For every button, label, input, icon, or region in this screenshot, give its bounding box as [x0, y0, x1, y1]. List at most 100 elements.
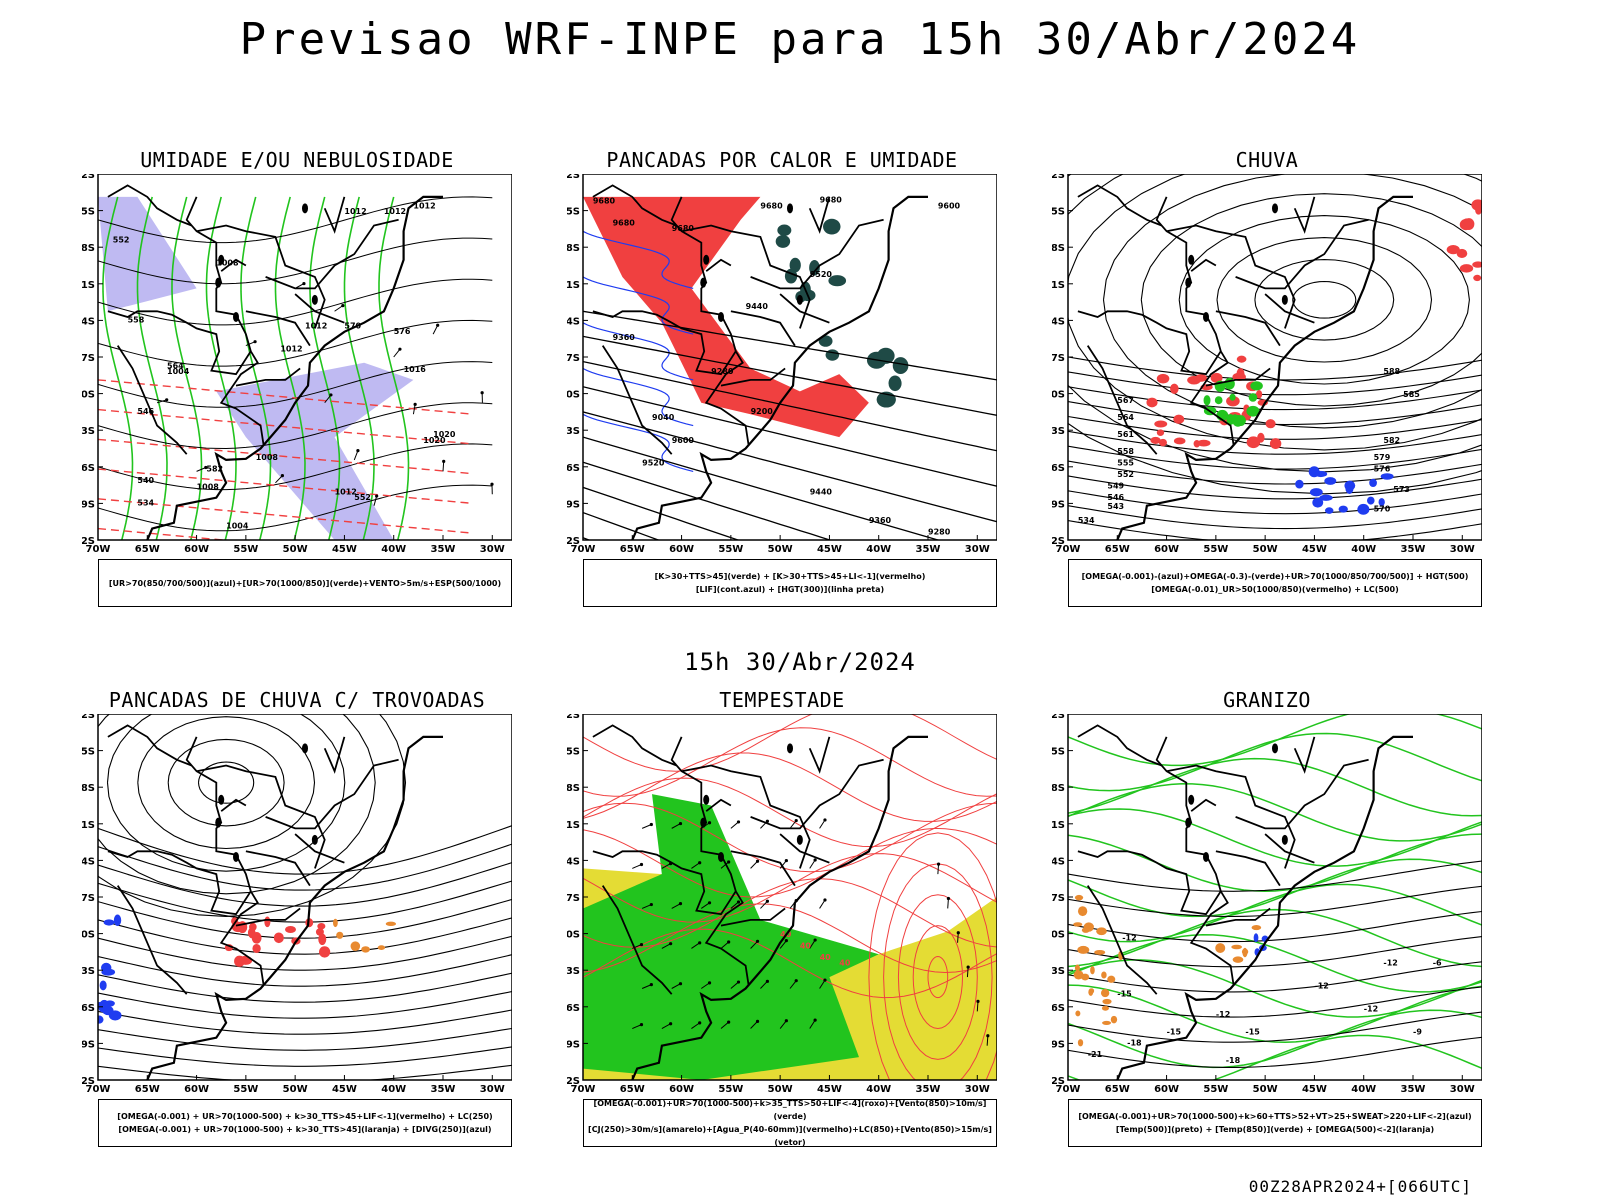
lat-label: 24S [567, 316, 580, 327]
wind-vector-head [727, 1020, 731, 1024]
panel-legend: [OMEGA(-0.001)+UR>70(1000-500)+k>60+TTS>… [1068, 1099, 1482, 1147]
lat-label: 21S [567, 280, 580, 291]
wind-vector [819, 979, 826, 989]
contour-label: 558 [128, 316, 145, 325]
map-geography: -12 -15 -18 -12 -12 -12 -15 -18 -21 -15 -9 -6 -12 [1068, 714, 1482, 1080]
lon-label: 30W [1450, 544, 1475, 555]
omega-orange-area [1088, 988, 1094, 996]
map-geography: 588 585 582 579 576 573 570 567 564 561 558 555 552 5… [1068, 174, 1482, 540]
wind-vector-head [398, 347, 402, 351]
lon-label: 35W [431, 544, 456, 555]
pressure-isobar [98, 237, 493, 285]
border-line [681, 764, 811, 869]
legend-line-1: [OMEGA(-0.001)+UR>70(1000-500)+k>35_TTS>… [593, 1099, 987, 1121]
lat-label: 33S [567, 966, 580, 977]
wind-vector-head [442, 459, 446, 464]
wind-vector-head [698, 861, 702, 865]
lon-label: 60W [184, 544, 209, 555]
border-line [592, 184, 677, 227]
streamline [197, 761, 255, 804]
lake-mark [218, 794, 225, 805]
border-line [1293, 736, 1316, 774]
lat-label: 24S [567, 856, 580, 867]
humidity-high-layer [216, 362, 414, 540]
border-line [220, 798, 247, 812]
temp500-contour [1068, 936, 1482, 968]
lon-label: 30W [480, 1084, 505, 1095]
wind-vector-head [375, 494, 379, 498]
lon-label: 70W [1056, 1084, 1081, 1095]
rain-red-area [1236, 355, 1247, 363]
lon-label: 45W [332, 1084, 357, 1095]
border-line [1155, 196, 1235, 446]
contour-label: 9200 [751, 407, 774, 416]
wind-vector [750, 940, 758, 949]
omega-orange-area [1102, 998, 1112, 1005]
border-line [750, 758, 884, 830]
divergence-blue-area [101, 968, 116, 976]
wind-vector-head [490, 482, 494, 486]
lake-mark [1185, 277, 1192, 288]
lon-label: 40W [866, 1084, 891, 1095]
lc850-contour [897, 894, 978, 1060]
hgt500-contour [1068, 475, 1482, 500]
hgt500-contour [1178, 215, 1470, 385]
omega-orange-area [1077, 945, 1090, 954]
wind-vector [779, 1020, 787, 1029]
instability-green-area [888, 375, 902, 392]
lc850-contour [583, 752, 997, 822]
divergence-blue-area [98, 1015, 104, 1024]
lat-label: 36S [1052, 1003, 1065, 1014]
lon-label: 70W [571, 1084, 596, 1095]
hgt300-contour [583, 335, 997, 416]
lake-mark [1203, 311, 1209, 322]
wind-vector-head [755, 939, 760, 943]
border-line [601, 885, 673, 995]
border-line [1077, 850, 1222, 916]
rain-red-area [1471, 199, 1482, 211]
lat-label: 18S [82, 783, 95, 794]
lon-label: 35W [1401, 1084, 1426, 1095]
contour-label: -9 [1413, 1027, 1422, 1036]
lat-label: 24S [82, 856, 95, 867]
wind-vector [789, 820, 797, 829]
contour-label: 9360 [613, 333, 636, 342]
rain-red-area [1150, 436, 1161, 444]
rain-blue-area [1357, 503, 1370, 515]
lat-label: 15S [1052, 207, 1065, 218]
wind-vector [720, 941, 729, 949]
storm-red-area [318, 946, 331, 958]
rain-red-area [1472, 261, 1482, 268]
legend-line-2: [OMEGA(-0.01)_UR>50(1000/850)(vermelho) … [1151, 585, 1399, 594]
wind-vector [691, 1022, 700, 1029]
border-line [1077, 184, 1162, 227]
contour-label: 1020 [433, 430, 456, 439]
temp500-contour [1068, 986, 1482, 1018]
lake-mark [215, 277, 222, 288]
legend-line-2: [Temp(500)](preto) + [Temp(850)](verde) … [1115, 1125, 1435, 1134]
coastline-east [631, 195, 928, 540]
lon-label: 45W [332, 544, 357, 555]
lon-label: 50W [768, 1084, 793, 1095]
contour-label: 570 [1374, 504, 1391, 513]
wind-vector-head [329, 393, 333, 397]
contour-label: 582 [206, 464, 223, 473]
lat-label: 36S [567, 1003, 580, 1014]
wind-vector-head [823, 818, 827, 822]
streamline [98, 917, 512, 955]
streamline [137, 716, 316, 850]
lat-label: 12S [82, 714, 95, 721]
lon-label: 70W [86, 1084, 111, 1095]
lon-label: 55W [233, 1084, 258, 1095]
border-line [1205, 367, 1271, 387]
wind-vector [412, 404, 416, 415]
border-line [720, 907, 786, 927]
rain-blue-area [1380, 473, 1394, 480]
storm-red-area [264, 916, 271, 928]
border-line [196, 764, 326, 869]
lake-mark [215, 817, 222, 828]
wind-vector [720, 861, 729, 869]
lat-label: 42S [1052, 536, 1065, 547]
wind-vector [432, 324, 439, 335]
border-line [1086, 345, 1158, 455]
